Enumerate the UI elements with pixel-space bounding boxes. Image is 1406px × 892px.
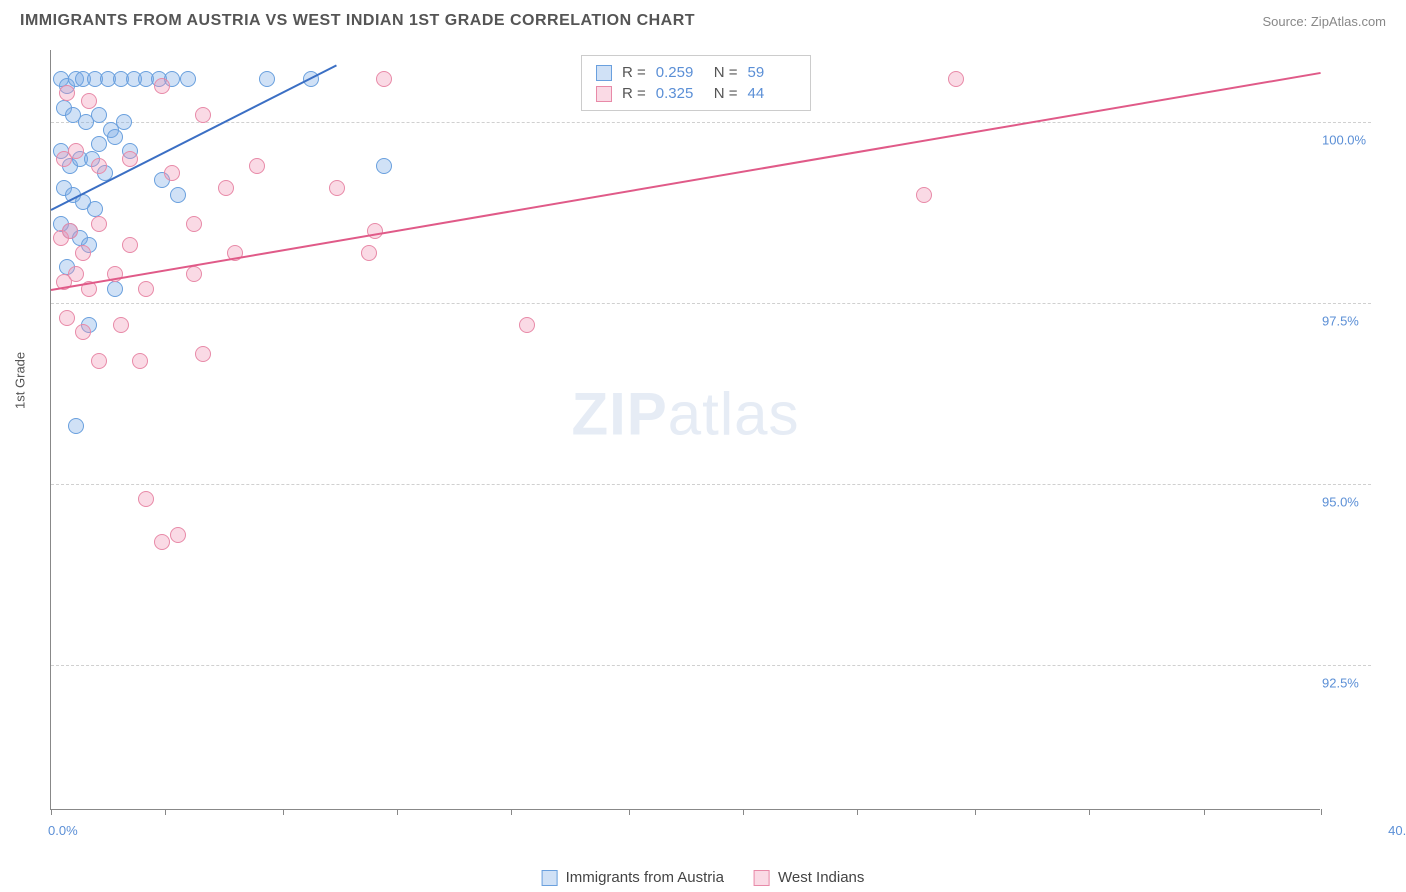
n-value: 59: [748, 64, 796, 81]
scatter-point: [91, 107, 107, 123]
legend-label-west-indian: West Indians: [778, 869, 864, 886]
scatter-point: [916, 187, 932, 203]
gridline: [51, 484, 1371, 485]
scatter-point: [170, 527, 186, 543]
n-value: 44: [748, 85, 796, 102]
scatter-point: [91, 136, 107, 152]
y-tick-label: 95.0%: [1322, 495, 1370, 510]
gridline: [51, 665, 1371, 666]
scatter-point: [107, 281, 123, 297]
scatter-point: [361, 245, 377, 261]
scatter-point: [81, 93, 97, 109]
scatter-point: [122, 237, 138, 253]
scatter-point: [91, 353, 107, 369]
scatter-point: [68, 143, 84, 159]
scatter-point: [59, 85, 75, 101]
x-tick: [1204, 809, 1205, 815]
x-tick: [283, 809, 284, 815]
x-tick: [975, 809, 976, 815]
source-attribution: Source: ZipAtlas.com: [1262, 14, 1386, 29]
gridline: [51, 122, 1371, 123]
x-tick: [511, 809, 512, 815]
scatter-point: [259, 71, 275, 87]
scatter-point: [376, 71, 392, 87]
legend-swatch-west-indian: [754, 870, 770, 886]
x-tick: [857, 809, 858, 815]
scatter-point: [132, 353, 148, 369]
y-axis-label: 1st Grade: [13, 352, 28, 409]
watermark: ZIPatlas: [571, 380, 799, 449]
y-tick-label: 92.5%: [1322, 676, 1370, 691]
scatter-point: [180, 71, 196, 87]
scatter-point: [62, 223, 78, 239]
scatter-point: [75, 245, 91, 261]
scatter-point: [948, 71, 964, 87]
y-tick-label: 100.0%: [1322, 133, 1370, 148]
scatter-point: [164, 165, 180, 181]
x-tick: [1089, 809, 1090, 815]
scatter-point: [75, 324, 91, 340]
r-value: 0.259: [656, 64, 704, 81]
n-label: N =: [714, 64, 738, 81]
scatter-point: [68, 266, 84, 282]
scatter-point: [329, 180, 345, 196]
scatter-point: [154, 534, 170, 550]
r-label: R =: [622, 85, 646, 102]
x-tick: [629, 809, 630, 815]
scatter-point: [138, 281, 154, 297]
chart-title: IMMIGRANTS FROM AUSTRIA VS WEST INDIAN 1…: [20, 12, 695, 30]
bottom-legend: Immigrants from Austria West Indians: [542, 869, 865, 886]
legend-item-austria: Immigrants from Austria: [542, 869, 724, 886]
scatter-point: [519, 317, 535, 333]
legend-item-west-indian: West Indians: [754, 869, 864, 886]
legend-swatch-austria: [542, 870, 558, 886]
scatter-point: [170, 187, 186, 203]
scatter-point: [122, 151, 138, 167]
scatter-point: [116, 114, 132, 130]
scatter-point: [249, 158, 265, 174]
scatter-point: [113, 317, 129, 333]
scatter-point: [218, 180, 234, 196]
scatter-point: [195, 346, 211, 362]
scatter-point: [195, 107, 211, 123]
scatter-point: [138, 491, 154, 507]
scatter-point: [87, 201, 103, 217]
n-label: N =: [714, 85, 738, 102]
legend-label-austria: Immigrants from Austria: [566, 869, 724, 886]
scatter-point: [91, 216, 107, 232]
y-tick-label: 97.5%: [1322, 314, 1370, 329]
scatter-point: [107, 129, 123, 145]
scatter-point: [154, 78, 170, 94]
plot-region: ZIPatlas 100.0%97.5%95.0%92.5%R =0.259N …: [50, 50, 1320, 810]
stats-box: R = 0.259 N = 59 R = 0.325 N = 44: [581, 55, 811, 111]
stats-swatch: [596, 65, 612, 81]
scatter-point: [59, 310, 75, 326]
scatter-point: [186, 216, 202, 232]
stats-row: R = 0.325 N = 44: [596, 83, 796, 104]
scatter-point: [376, 158, 392, 174]
scatter-point: [68, 418, 84, 434]
x-tick: [165, 809, 166, 815]
x-tick: [743, 809, 744, 815]
stats-row: R = 0.259 N = 59: [596, 62, 796, 83]
x-tick: [397, 809, 398, 815]
scatter-point: [91, 158, 107, 174]
scatter-point: [186, 266, 202, 282]
gridline: [51, 303, 1371, 304]
x-axis-max-label: 40.0%: [1388, 823, 1406, 838]
x-tick: [1321, 809, 1322, 815]
r-label: R =: [622, 64, 646, 81]
x-axis-min-label: 0.0%: [48, 823, 78, 838]
chart-area: 1st Grade ZIPatlas 100.0%97.5%95.0%92.5%…: [50, 50, 1370, 810]
stats-swatch: [596, 86, 612, 102]
x-tick: [51, 809, 52, 815]
r-value: 0.325: [656, 85, 704, 102]
chart-header: IMMIGRANTS FROM AUSTRIA VS WEST INDIAN 1…: [0, 0, 1406, 38]
